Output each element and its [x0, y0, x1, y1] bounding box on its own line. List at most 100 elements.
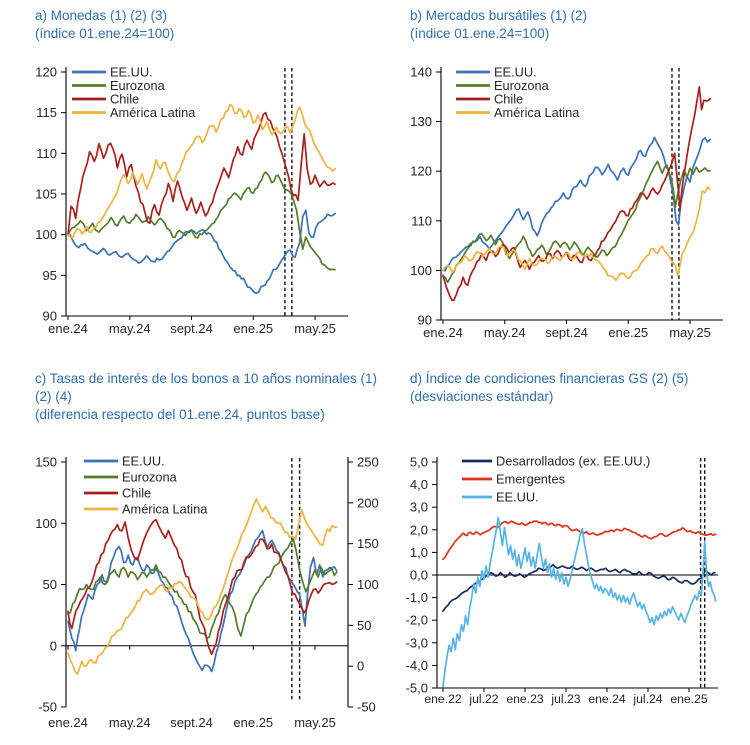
legend-label: EE.UU.: [496, 490, 539, 505]
series-line-Chile: [67, 518, 338, 656]
y-tick-label: 250: [357, 455, 379, 470]
series-line-EE.UU.: [67, 209, 336, 295]
panel-b-subtitle: (índice 01.ene.24=100): [410, 26, 550, 41]
x-tick-label: may.24: [109, 321, 151, 336]
legend-label: EE.UU.: [122, 454, 165, 469]
y-tick-label: 2,0: [410, 522, 428, 537]
y-tick-label: 100: [410, 263, 432, 278]
x-tick-label: ene.25: [670, 692, 707, 706]
panel-c-title: c) Tasas de interés de los bonos a 10 añ…: [35, 370, 377, 424]
series-line-Desarrollados (ex. EE.UU.): [442, 563, 716, 613]
x-tick-label: jul.24: [632, 692, 662, 706]
x-tick-label: may.25: [294, 715, 336, 730]
series-line-América Latina: [442, 186, 711, 282]
y-tick-label: -5,0: [406, 681, 428, 696]
y-tick-label: 90: [43, 309, 57, 324]
series-line-Eurozona: [67, 538, 338, 640]
legend-label: EE.UU.: [110, 65, 153, 80]
y-tick-label: 105: [35, 187, 57, 202]
x-tick-label: sept.24: [545, 325, 588, 340]
legend-label: Chile: [110, 92, 139, 107]
y-tick-label: -2,0: [406, 613, 428, 628]
y-tick-label: 50: [357, 618, 371, 633]
x-tick-label: may.25: [669, 325, 711, 340]
x-tick-label: sept.24: [170, 715, 213, 730]
panel-b-title: b) Mercados bursátiles (1) (2) (índice 0…: [410, 7, 587, 43]
legend-label: EE.UU.: [494, 65, 537, 80]
x-tick-label: may.24: [484, 325, 526, 340]
legend-label: Eurozona: [122, 470, 178, 485]
y-tick-label: 115: [36, 105, 57, 120]
x-tick-label: may.25: [294, 321, 336, 336]
y-tick-label: 3,0: [410, 500, 428, 515]
y-tick-label: 110: [411, 213, 432, 228]
x-tick-label: sept.24: [170, 321, 213, 336]
legend-label: América Latina: [122, 502, 208, 517]
series-line-Eurozona: [442, 160, 711, 284]
panel-b-chart: 90 100 110 120 130 140 ene.24 may.24 sept.24 ene.…: [410, 65, 723, 340]
panel-d-title: d) Índice de condiciones financieras GS …: [410, 370, 688, 406]
legend-label: Emergentes: [496, 472, 565, 487]
y-tick-label: 1,0: [410, 545, 428, 560]
y-tick-label: 95: [43, 268, 57, 283]
series-line-Chile: [67, 111, 336, 236]
y-tick-label: 0: [50, 638, 57, 653]
x-tick-label: may.24: [109, 715, 151, 730]
series-line-Eurozona: [67, 171, 336, 271]
panel-b-title-line1: b) Mercados bursátiles (1) (2): [410, 8, 588, 23]
legend-label: Eurozona: [494, 78, 550, 93]
x-tick-label: ene.24: [423, 325, 463, 340]
legend-label: América Latina: [494, 105, 580, 120]
panel-c-title-line2: (2) (4): [35, 389, 72, 404]
series-line-EE.UU.: [442, 136, 711, 272]
y-tick-label: 150: [35, 455, 57, 470]
y-tick-label: 4,0: [410, 477, 428, 492]
panel-d-title-line1: d) Índice de condiciones financieras GS …: [410, 371, 689, 386]
x-tick-label: ene.25: [233, 715, 273, 730]
legend-label: América Latina: [110, 105, 196, 120]
y-tick-label: 0: [357, 659, 364, 674]
series-line-América Latina: [67, 497, 338, 676]
y-tick-label: 120: [410, 164, 432, 179]
x-tick-label: ene.24: [588, 692, 625, 706]
x-tick-label: ene.25: [233, 321, 273, 336]
legend-label: Chile: [122, 486, 151, 501]
y-tick-label: 140: [410, 65, 432, 80]
y-tick-label: -1,0: [406, 590, 428, 605]
x-tick-label: ene.24: [48, 715, 88, 730]
panel-d-chart: 5,04,03,02,01,00,0-1,0-2,0-3,0-4,0-5,0en…: [406, 454, 718, 706]
x-tick-label: jul.23: [550, 692, 580, 706]
y-tick-label: 50: [43, 577, 57, 592]
y-tick-label: -50: [38, 700, 57, 715]
y-tick-label: 130: [410, 114, 432, 129]
y-tick-label: 100: [357, 577, 379, 592]
legend-label: Chile: [494, 92, 523, 107]
panel-c-title-line1: c) Tasas de interés de los bonos a 10 añ…: [35, 371, 377, 386]
x-tick-label: ene.23: [506, 692, 543, 706]
panel-a-title: a) Monedas (1) (2) (3) (índice 01.ene.24…: [35, 7, 174, 43]
x-tick-label: ene.24: [48, 321, 88, 336]
y-tick-label: 100: [35, 516, 57, 531]
legend-label: Eurozona: [110, 78, 166, 93]
y-tick-label: 120: [35, 65, 57, 80]
series-line-Emergentes: [442, 520, 717, 561]
panel-a-chart: 90 95 100 105 110 115 120 ene.24 may.24 sept.24 en…: [35, 65, 348, 336]
y-tick-label: 200: [357, 495, 379, 510]
x-tick-label: ene.22: [424, 692, 461, 706]
panel-a-subtitle: (índice 01.ene.24=100): [35, 26, 175, 41]
panel-c-subtitle: (diferencia respecto del 01.ene.24, punt…: [35, 407, 325, 422]
series-line-América Latina: [67, 103, 336, 239]
y-tick-label: -4,0: [406, 658, 428, 673]
legend-label: Desarrollados (ex. EE.UU.): [496, 454, 650, 469]
y-tick-label: 5,0: [410, 455, 428, 470]
x-tick-label: ene.25: [608, 325, 648, 340]
y-tick-label: 150: [357, 536, 379, 551]
panel-d-subtitle: (desviaciones estándar): [410, 389, 554, 404]
y-tick-label: -3,0: [406, 635, 428, 650]
y-tick-label: 110: [36, 146, 57, 161]
panel-a-title-line1: a) Monedas (1) (2) (3): [35, 8, 168, 23]
y-tick-label: -50: [357, 700, 376, 715]
